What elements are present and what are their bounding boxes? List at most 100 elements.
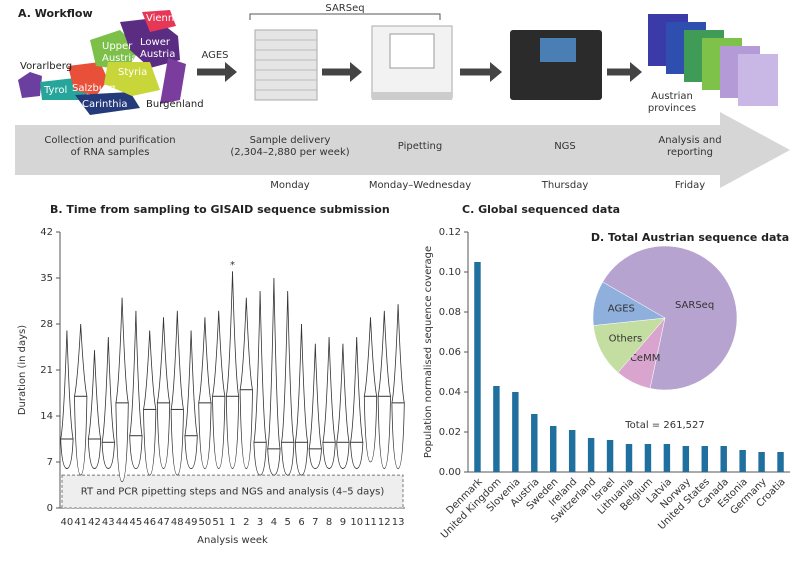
y-tick-label: 0.04 (439, 387, 461, 398)
x-tick-label: 46 (143, 517, 156, 528)
x-tick-label: 40 (61, 517, 74, 528)
x-tick-label: 11 (364, 517, 377, 528)
slice-label: CeMM (630, 353, 660, 364)
bar (644, 444, 652, 472)
text-line: Sample delivery (250, 135, 331, 146)
bar (701, 446, 708, 472)
plates-image (254, 29, 318, 101)
violin (239, 297, 253, 469)
y-tick-label: 0 (47, 503, 53, 514)
y-tick-label: 0.06 (439, 347, 461, 358)
violin (377, 310, 391, 469)
x-tick-label: 3 (257, 517, 263, 528)
text-line: Salzburg (72, 83, 115, 94)
text-line: Analysis and (658, 135, 721, 146)
text-line: NGS (554, 141, 576, 152)
x-tick-label: 42 (88, 517, 101, 528)
violin (156, 317, 171, 469)
text-line: Lower (140, 37, 171, 48)
bar (625, 444, 633, 472)
x-axis-label: Analysis week (197, 535, 268, 546)
chart-title: C. Global sequenced data (462, 203, 620, 216)
text-line: Carinthia (82, 99, 128, 110)
workflow: A. Workflow AGES SARSeq Austrian province… (15, 3, 790, 188)
region (160, 58, 186, 104)
violin (308, 343, 322, 469)
x-tick-label: 8 (326, 517, 332, 528)
violin (184, 330, 198, 469)
violin (115, 297, 129, 483)
pie-slice (592, 281, 666, 326)
day-label: Thursday (541, 180, 589, 191)
band-label: RT and PCR pipetting steps and NGS and a… (81, 487, 385, 498)
province-label: Salzburg (72, 83, 115, 94)
label: SARSeq (325, 3, 364, 14)
day-label: Monday (270, 180, 310, 191)
step-label: Sample delivery (2,304–2,880 per week) (230, 135, 349, 158)
text-line: Styria (118, 67, 147, 78)
bar (550, 426, 557, 472)
violin (225, 271, 240, 469)
province-label: Styria (118, 67, 147, 78)
slice-label: SARSeq (675, 300, 714, 311)
slice-label: Others (609, 334, 643, 345)
y-axis-label: Population normalised sequence coverage (423, 246, 434, 458)
violin (336, 343, 350, 469)
arrow-head (350, 62, 362, 82)
text-line: Vienna (146, 13, 180, 24)
x-tick-label: 48 (171, 517, 184, 528)
text-line: Burgenland (146, 99, 204, 110)
text-line: reporting (667, 147, 713, 158)
violin (129, 310, 143, 469)
x-tick-label: 12 (378, 517, 391, 528)
y-tick-label: 14 (40, 411, 53, 422)
province-label: Vienna (146, 13, 180, 24)
label: Austrian provinces (648, 91, 696, 114)
violin (198, 317, 212, 469)
x-tick-label: 51 (212, 517, 225, 528)
region (142, 10, 176, 32)
total-label: Total = 261,527 (624, 420, 704, 431)
text-line: Tyrol (43, 85, 67, 96)
text-line: (2,304–2,880 per week) (230, 147, 349, 158)
bar (568, 430, 576, 472)
violin (87, 350, 102, 469)
text-line: Collection and purification (44, 135, 175, 146)
text-line: Austria (140, 49, 175, 60)
x-tick-label: 45 (130, 517, 143, 528)
y-tick-label: 0.00 (439, 467, 461, 478)
x-tick-label: 7 (312, 517, 318, 528)
x-tick-label: 6 (298, 517, 304, 528)
x-tick-label: 50 (199, 517, 212, 528)
y-tick-label: 42 (40, 227, 53, 238)
arrow-head (490, 62, 502, 82)
chart-title: D. Total Austrian sequence data (591, 231, 789, 244)
region (104, 62, 160, 96)
province-label: Vorarlberg (20, 61, 72, 72)
y-tick-label: 28 (40, 319, 53, 330)
region (120, 18, 180, 68)
slice-label: AGES (608, 304, 635, 315)
violin (74, 323, 88, 476)
bar (739, 450, 746, 472)
timeline-arrow (15, 112, 790, 188)
x-tick-label: 9 (340, 517, 346, 528)
bar (493, 386, 500, 472)
bar (512, 392, 519, 472)
step-label: Analysis and reporting (658, 135, 721, 158)
x-tick-label: 10 (350, 517, 363, 528)
x-tick-label: 4 (271, 517, 277, 528)
violin (143, 330, 157, 476)
bar (758, 452, 765, 472)
violin (101, 337, 115, 469)
bar (663, 444, 671, 472)
bar (606, 440, 614, 472)
region (68, 62, 108, 96)
bar (777, 452, 784, 472)
y-tick-label: 7 (47, 457, 53, 468)
text-line: of RNA samples (71, 147, 150, 158)
x-tick-label: 47 (157, 517, 170, 528)
province-label: Tyrol (43, 85, 67, 96)
x-tick-label: 49 (185, 517, 198, 528)
